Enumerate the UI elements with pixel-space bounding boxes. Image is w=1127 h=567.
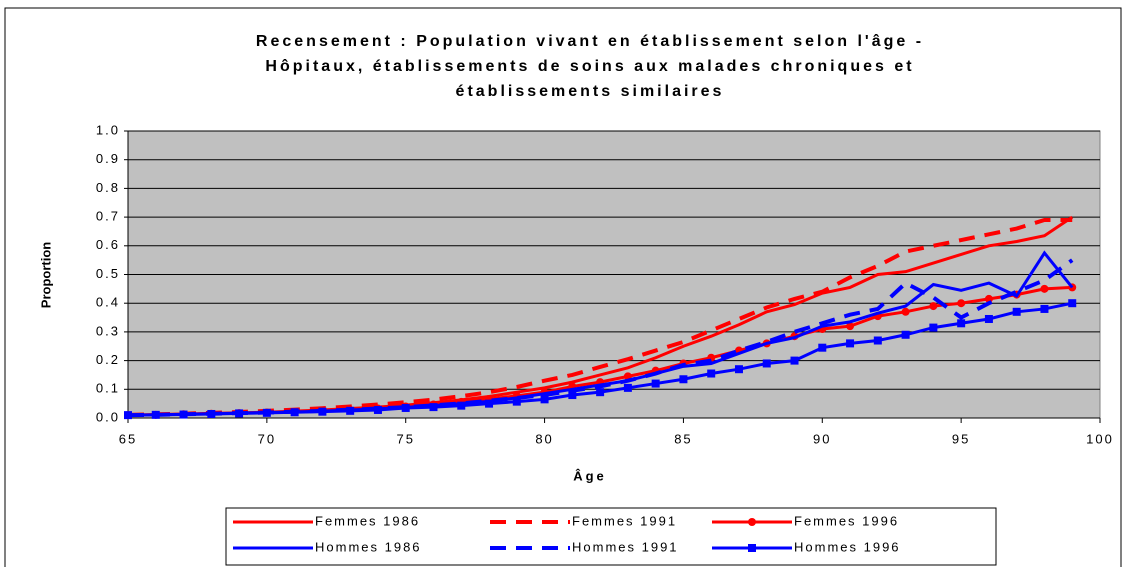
legend-label: Femmes 1996 bbox=[794, 513, 899, 528]
marker bbox=[373, 405, 382, 414]
marker bbox=[568, 391, 577, 400]
marker bbox=[346, 406, 355, 415]
marker bbox=[984, 314, 993, 323]
x-tick-label: 70 bbox=[258, 431, 276, 446]
marker bbox=[512, 397, 521, 406]
marker bbox=[790, 356, 799, 365]
x-tick-label: 80 bbox=[535, 431, 553, 446]
marker bbox=[262, 408, 271, 417]
marker bbox=[929, 323, 938, 332]
marker bbox=[485, 399, 494, 408]
marker bbox=[401, 403, 410, 412]
y-tick-label: 0.7 bbox=[96, 209, 120, 224]
marker bbox=[429, 403, 438, 412]
marker bbox=[623, 383, 632, 392]
x-tick-label: 100 bbox=[1086, 431, 1114, 446]
legend-label: Femmes 1991 bbox=[572, 513, 677, 528]
marker bbox=[235, 409, 244, 418]
marker bbox=[596, 388, 605, 397]
y-tick-label: 0.8 bbox=[96, 180, 120, 195]
marker bbox=[651, 379, 660, 388]
marker bbox=[901, 330, 910, 339]
marker bbox=[540, 395, 549, 404]
marker bbox=[957, 299, 966, 308]
legend-label: Hommes 1991 bbox=[572, 539, 679, 554]
y-tick-label: 0.2 bbox=[96, 352, 120, 367]
x-tick-label: 65 bbox=[119, 431, 137, 446]
marker bbox=[957, 319, 966, 328]
marker bbox=[901, 307, 910, 316]
marker bbox=[873, 336, 882, 345]
y-tick-label: 0.5 bbox=[96, 266, 120, 281]
marker bbox=[679, 375, 688, 384]
marker bbox=[207, 409, 216, 418]
legend-label: Hommes 1996 bbox=[794, 539, 901, 554]
marker bbox=[124, 411, 132, 420]
legend-box bbox=[225, 507, 997, 566]
marker bbox=[707, 369, 716, 378]
marker bbox=[929, 302, 938, 311]
marker bbox=[748, 544, 756, 552]
y-axis-label: Proportion bbox=[38, 242, 53, 308]
marker bbox=[734, 365, 743, 374]
y-tick-label: 0.6 bbox=[96, 237, 120, 252]
x-tick-label: 85 bbox=[674, 431, 692, 446]
marker bbox=[846, 322, 855, 331]
marker bbox=[748, 518, 756, 526]
marker bbox=[318, 407, 327, 416]
marker bbox=[762, 359, 771, 368]
marker bbox=[1068, 299, 1077, 308]
legend-label: Femmes 1986 bbox=[315, 513, 420, 528]
marker bbox=[290, 408, 299, 417]
legend-label: Hommes 1986 bbox=[315, 539, 422, 554]
marker bbox=[457, 401, 466, 410]
marker bbox=[179, 410, 188, 419]
y-tick-label: 0.3 bbox=[96, 323, 120, 338]
chart-title: Recensement : Population vivant en établ… bbox=[256, 33, 924, 50]
x-axis-label: Âge bbox=[573, 468, 607, 483]
y-tick-label: 0.9 bbox=[96, 151, 120, 166]
marker bbox=[151, 410, 160, 419]
marker bbox=[846, 339, 855, 348]
chart-title: établissements similaires bbox=[456, 83, 725, 100]
y-tick-label: 0.1 bbox=[96, 381, 120, 396]
marker bbox=[1040, 304, 1049, 313]
marker bbox=[818, 343, 827, 352]
y-tick-label: 0.4 bbox=[96, 295, 120, 310]
x-tick-label: 75 bbox=[396, 431, 414, 446]
marker bbox=[1040, 284, 1049, 293]
chart-title: Hôpitaux, établissements de soins aux ma… bbox=[265, 58, 914, 75]
y-tick-label: 0.0 bbox=[96, 409, 120, 424]
x-tick-label: 95 bbox=[952, 431, 970, 446]
y-tick-label: 1.0 bbox=[96, 122, 120, 137]
marker bbox=[1012, 307, 1021, 316]
x-tick-label: 90 bbox=[813, 431, 831, 446]
